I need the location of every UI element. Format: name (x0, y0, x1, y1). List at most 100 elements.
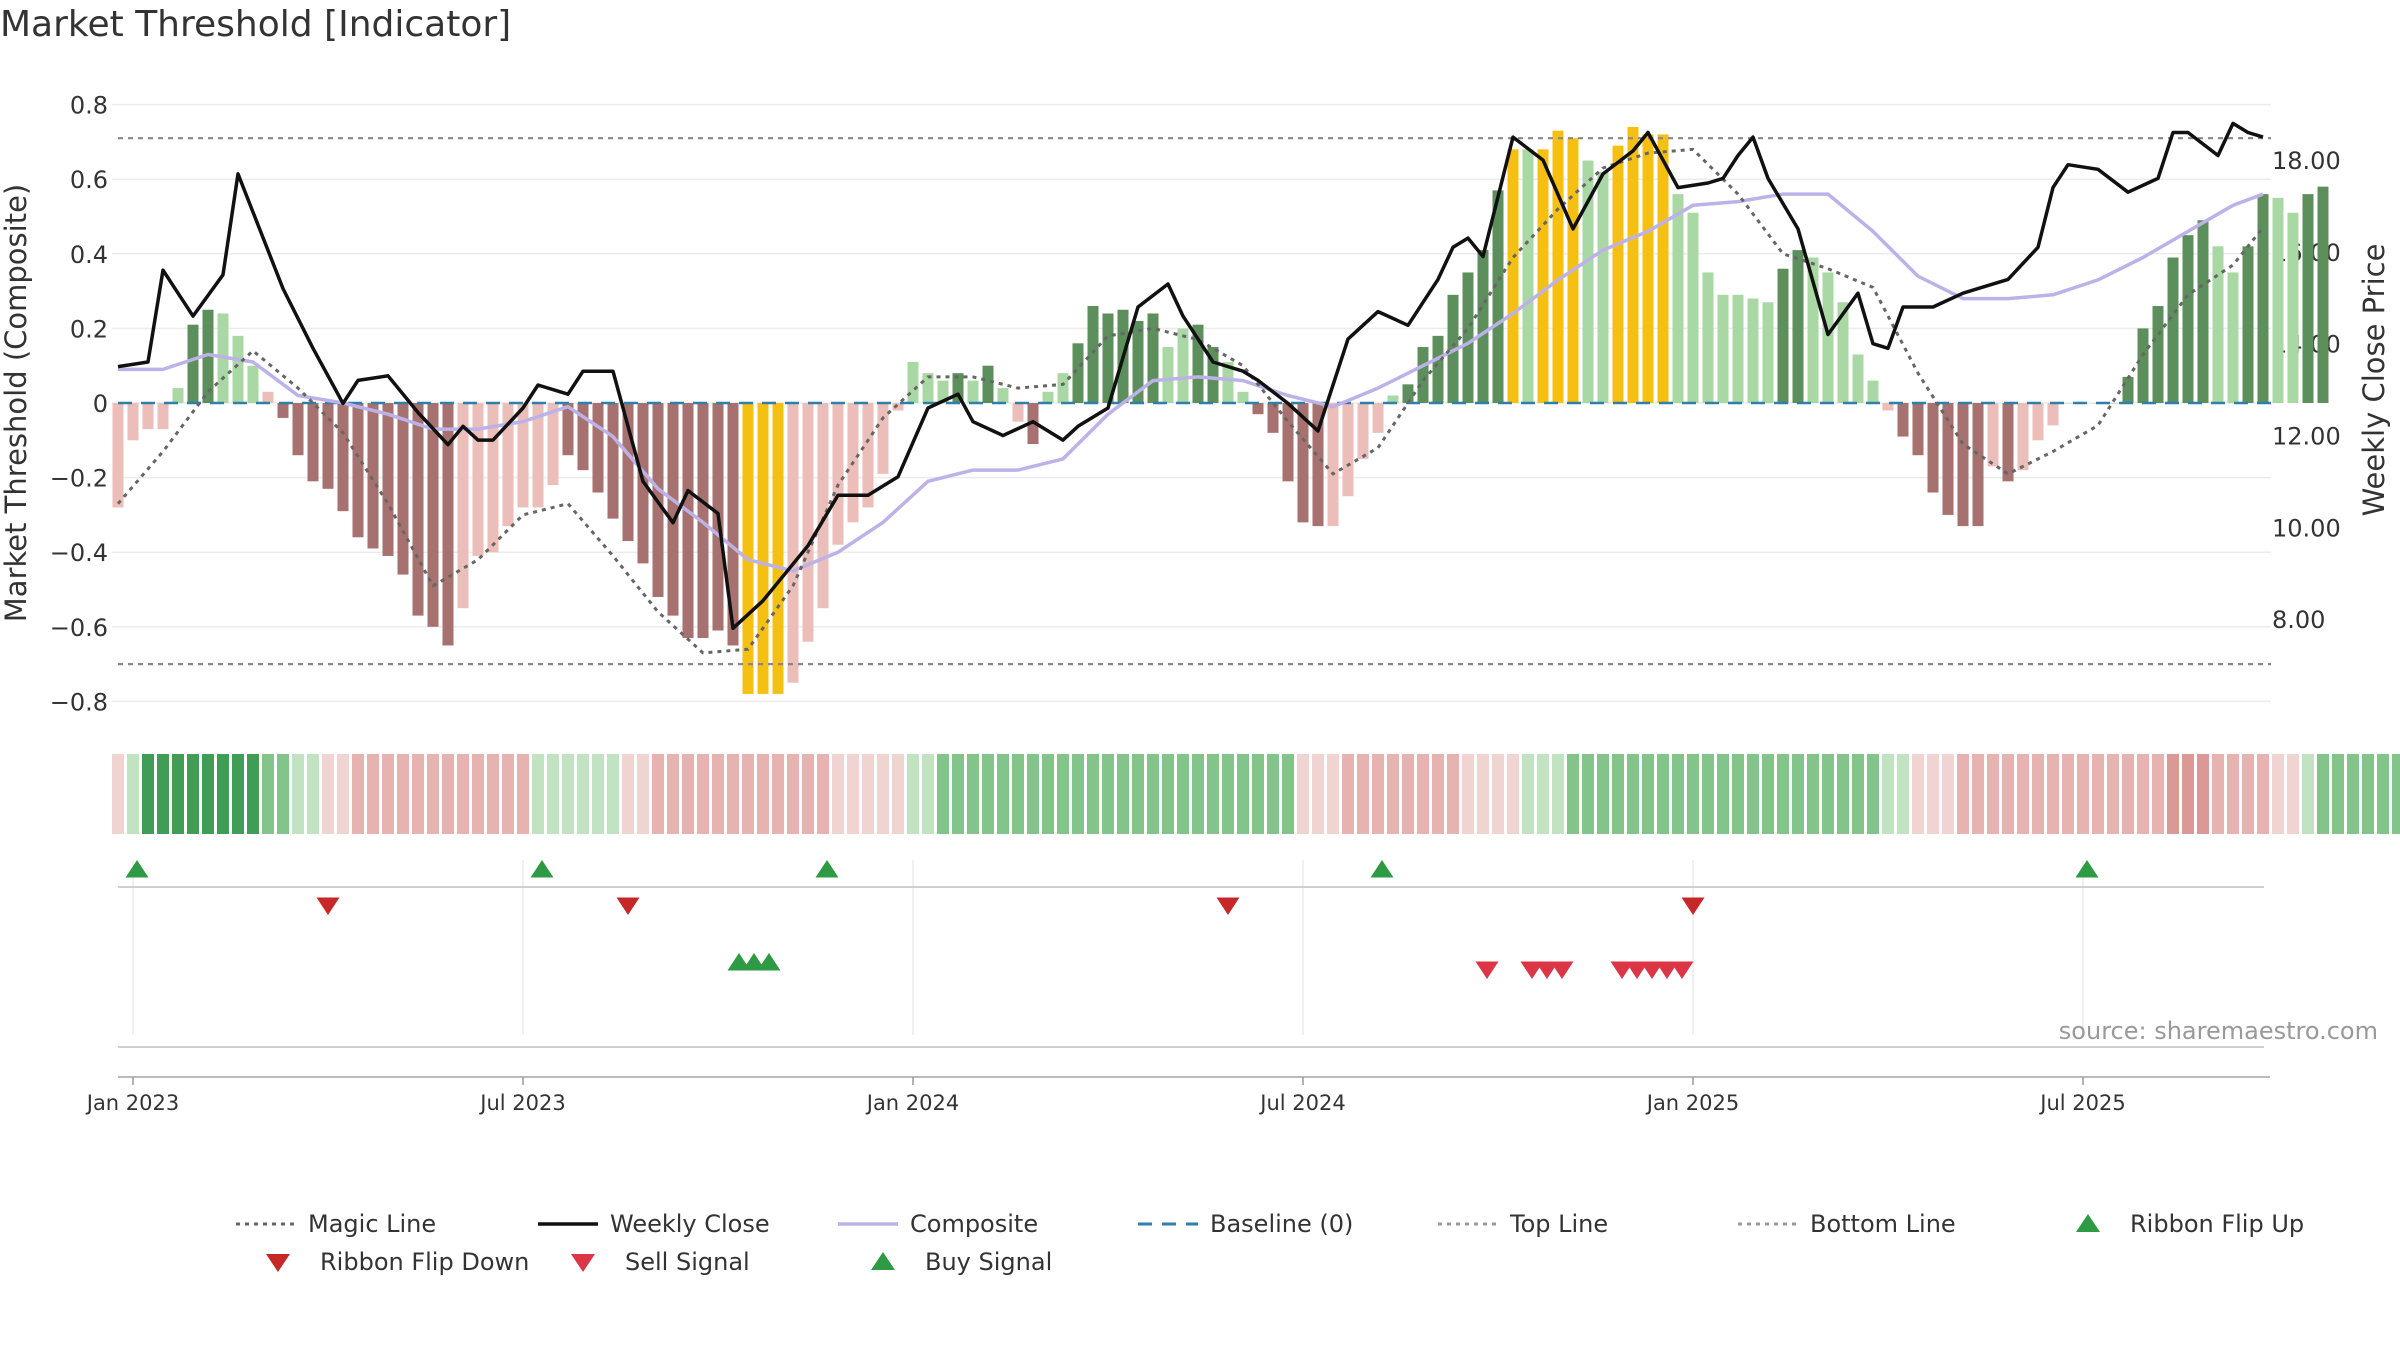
ribbon-cell (2062, 754, 2074, 834)
composite-bar (382, 403, 394, 556)
ribbon-cell (1777, 754, 1789, 834)
ribbon-cell (397, 754, 409, 834)
ribbon-cell (667, 754, 679, 834)
legend-item: Sell Signal (571, 1248, 750, 1276)
ribbon-cell (607, 754, 619, 834)
ribbon-cell (472, 754, 484, 834)
composite-bar (802, 403, 814, 642)
composite-bar (1822, 272, 1834, 403)
composite-bar (2062, 403, 2074, 404)
composite-bar (397, 403, 409, 575)
ribbon-cell (1747, 754, 1759, 834)
buy-signal-marker (727, 953, 751, 971)
legend-label: Ribbon Flip Up (2130, 1210, 2304, 1238)
composite-bar (2272, 197, 2284, 403)
composite-bar (1012, 403, 1024, 422)
legend-label: Top Line (1509, 1210, 1608, 1238)
composite-bar (1627, 126, 1639, 403)
ribbon-cell (862, 754, 874, 834)
ribbon-cell (1222, 754, 1234, 834)
ribbon-cell (2347, 754, 2359, 834)
ribbon-cell (2242, 754, 2254, 834)
ribbon-flip-up-marker (815, 860, 839, 878)
composite-bar (1537, 149, 1549, 403)
ribbon-cell (2107, 754, 2119, 834)
composite-bar (1747, 298, 1759, 403)
composite-bar (862, 403, 874, 508)
ribbon-cell (967, 754, 979, 834)
composite-bar (877, 403, 889, 474)
composite-bar (2002, 403, 2014, 482)
composite-bar (1252, 403, 1264, 415)
ribbon-cell (2257, 754, 2269, 834)
ribbon-cell (1717, 754, 1729, 834)
ribbon-cell (1957, 754, 1969, 834)
ribbon-cell (2017, 754, 2029, 834)
ribbon-cell (1597, 754, 1609, 834)
composite-bar (1582, 160, 1594, 403)
ribbon-cell (997, 754, 1009, 834)
composite-bar (2167, 257, 2179, 403)
ribbon-cell (742, 754, 754, 834)
ribbon-cell (1252, 754, 1264, 834)
composite-bar (727, 403, 739, 646)
composite-bar (2212, 246, 2224, 403)
composite-bar (157, 403, 169, 430)
composite-bar (997, 388, 1009, 403)
sell-signal-marker (1520, 961, 1544, 979)
legend-label: Weekly Close (610, 1210, 770, 1238)
ribbon-cell (652, 754, 664, 834)
legend-item: Ribbon Flip Up (2076, 1210, 2304, 1238)
composite-bar (457, 403, 469, 609)
legend-label: Bottom Line (1810, 1210, 1956, 1238)
ribbon-cell (682, 754, 694, 834)
composite-bar (142, 403, 154, 430)
sell-signal-marker (1625, 961, 1649, 979)
ribbon-cell (382, 754, 394, 834)
composite-bar (472, 403, 484, 556)
composite-bar (2017, 403, 2029, 471)
composite-bar (2317, 186, 2329, 403)
ribbon-cell (1852, 754, 1864, 834)
ribbon-cell (1882, 754, 1894, 834)
y-tick-label: −0.2 (50, 465, 108, 493)
composite-bar (2242, 246, 2254, 403)
ribbon-cell (1912, 754, 1924, 834)
composite-bar (1852, 354, 1864, 403)
ribbon-cell (1972, 754, 1984, 834)
legend-item: Composite (838, 1210, 1038, 1238)
composite-bar (307, 403, 319, 482)
ribbon-cell (1837, 754, 1849, 834)
ribbon-cell (877, 754, 889, 834)
y2-tick-label: 10.00 (2272, 514, 2341, 542)
ribbon-cell (772, 754, 784, 834)
legend-swatch (871, 1252, 895, 1270)
ribbon-cell (337, 754, 349, 834)
composite-bar (1687, 212, 1699, 403)
ribbon-cell (592, 754, 604, 834)
ribbon-cell (1267, 754, 1279, 834)
ribbon-cell (187, 754, 199, 834)
ribbon-cell (1687, 754, 1699, 834)
composite-bar (1207, 347, 1219, 403)
ribbon-cell (2122, 754, 2134, 834)
ribbon-cell (1132, 754, 1144, 834)
composite-bar (127, 403, 139, 441)
legend-item: Weekly Close (538, 1210, 770, 1238)
composite-bar (1462, 272, 1474, 403)
composite-bar (427, 403, 439, 627)
composite-bar (1672, 194, 1684, 403)
ribbon-cell (427, 754, 439, 834)
composite-bar (2107, 403, 2119, 404)
composite-bar (937, 380, 949, 403)
legend-label: Composite (910, 1210, 1038, 1238)
composite-bar (2152, 306, 2164, 403)
ribbon-cell (2077, 754, 2089, 834)
composite-bar (2047, 403, 2059, 426)
composite-bar (517, 403, 529, 508)
ribbon-flip-up-marker (1370, 860, 1394, 878)
composite-bar (1222, 361, 1234, 403)
composite-bar (682, 403, 694, 638)
composite-bar (772, 403, 784, 694)
